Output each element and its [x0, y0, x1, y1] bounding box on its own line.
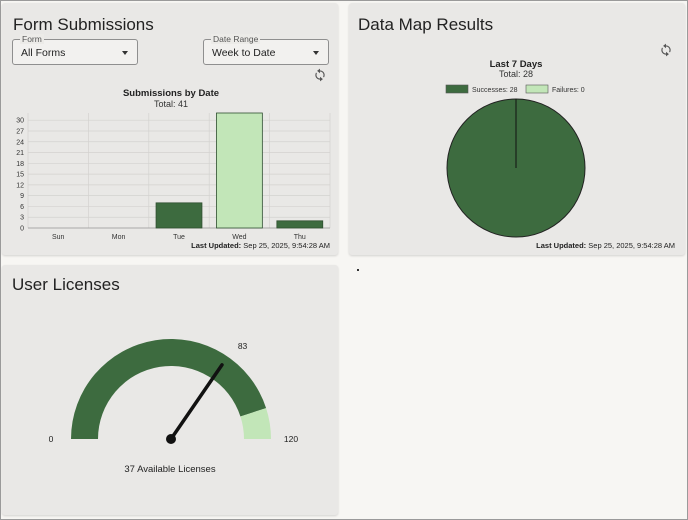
- legend-label: Successes: 28: [472, 87, 518, 94]
- card-title: User Licenses: [12, 275, 120, 294]
- gauge-max-label: 120: [284, 434, 298, 444]
- last-updated-label: Last Updated:: [536, 241, 587, 250]
- pie-chart: Successes: 28 Failures: 0: [445, 84, 586, 238]
- x-tick-label: Thu: [294, 234, 306, 241]
- bar-thu: [276, 220, 324, 229]
- x-tick-label: Mon: [112, 234, 126, 241]
- y-tick-label: 12: [16, 182, 24, 189]
- y-tick-label: 0: [20, 226, 24, 233]
- refresh-icon[interactable]: [659, 43, 673, 57]
- y-tick-label: 6: [20, 204, 24, 211]
- x-tick-label: Tue: [173, 234, 185, 241]
- form-select-value: All Forms: [21, 47, 66, 59]
- gauge-chart: 0 120 83: [49, 339, 298, 444]
- bar-chart-title: Submissions by Date: [122, 88, 220, 99]
- available-licenses-text: 37 Available Licenses: [124, 464, 216, 475]
- form-submissions-card: Form Submissions Form All Forms Date Ran…: [2, 3, 338, 255]
- last-updated-value: Sep 25, 2025, 9:54:28 AM: [588, 241, 675, 250]
- bar-tue: [155, 202, 203, 229]
- data-map-results-card: Data Map Results Last 7 Days Total: 28 S…: [349, 3, 685, 255]
- y-tick-label: 30: [16, 118, 24, 125]
- legend-swatch: [525, 84, 549, 94]
- bar-chart-subtitle: Total: 41: [153, 99, 189, 109]
- pie-chart-title: Last 7 Days: [489, 59, 543, 70]
- y-tick-label: 15: [16, 172, 24, 179]
- gauge-min-label: 0: [49, 434, 54, 444]
- date-range-select-label: Date Range: [211, 34, 261, 44]
- x-tick-label: Wed: [232, 234, 246, 241]
- last-updated-label: Last Updated:: [191, 241, 242, 250]
- legend-swatch: [445, 84, 469, 94]
- y-tick-label: 3: [20, 215, 24, 222]
- pie-chart-subtitle: Total: 28: [498, 69, 534, 79]
- x-tick-label: Sun: [52, 234, 65, 241]
- stray-dot: [357, 269, 359, 271]
- y-tick-label: 9: [20, 193, 24, 200]
- gauge-segment: [240, 408, 271, 439]
- form-select[interactable]: Form All Forms: [12, 34, 138, 65]
- y-tick-label: 27: [16, 128, 24, 135]
- legend-label: Failures: 0: [552, 87, 585, 94]
- bar-wed: [216, 112, 263, 229]
- y-tick-label: 21: [16, 150, 24, 157]
- date-range-select-value: Week to Date: [212, 47, 276, 59]
- chevron-down-icon: [313, 51, 319, 55]
- gauge-segment: [71, 339, 267, 439]
- bar-chart: 0 3 6 9 12 15 18 21 24 27 30 Sun Mon Tue Wed Thu: [16, 112, 331, 241]
- card-title: Data Map Results: [358, 15, 494, 34]
- date-range-select[interactable]: Date Range Week to Date: [203, 34, 329, 65]
- chevron-down-icon: [122, 51, 128, 55]
- last-updated: Last Updated: Sep 25, 2025, 9:54:28 AM: [191, 241, 330, 250]
- y-tick-label: 24: [16, 139, 24, 146]
- last-updated-value: Sep 25, 2025, 9:54:28 AM: [243, 241, 330, 250]
- user-licenses-card: User Licenses 0 120 83 37 Available Licens…: [2, 265, 338, 515]
- gauge-needle-hub: [166, 434, 176, 444]
- refresh-icon[interactable]: [313, 68, 327, 82]
- last-updated: Last Updated: Sep 25, 2025, 9:54:28 AM: [536, 241, 675, 250]
- form-select-label: Form: [20, 34, 44, 44]
- card-title: Form Submissions: [13, 15, 154, 34]
- gauge-needle: [169, 363, 224, 441]
- y-tick-label: 18: [16, 161, 24, 168]
- gauge-value-label: 83: [238, 341, 248, 351]
